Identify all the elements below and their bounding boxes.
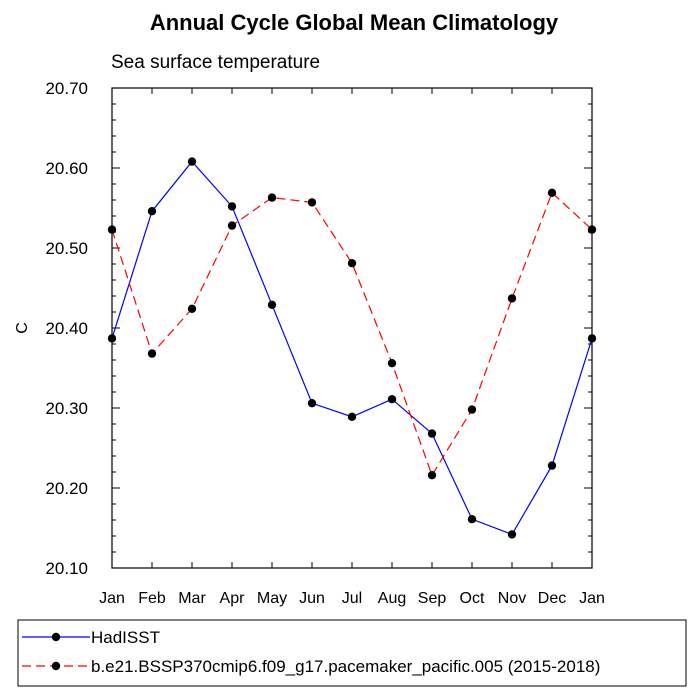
- data-point: [267, 300, 277, 309]
- legend-box: [17, 619, 687, 687]
- data-point: [187, 157, 197, 166]
- x-tick-label: Feb: [138, 590, 166, 607]
- y-tick-label: 20.20: [45, 479, 88, 498]
- data-point: [507, 530, 517, 539]
- x-tick-label: Sep: [418, 590, 447, 607]
- y-tick-label: 20.60: [45, 159, 88, 178]
- data-point: [547, 461, 557, 470]
- x-tick-label: May: [257, 590, 287, 607]
- x-tick-label: Jan: [579, 590, 605, 607]
- x-tick-label: Jul: [342, 590, 362, 607]
- data-point: [107, 334, 117, 343]
- x-tick-label: Oct: [460, 590, 485, 607]
- data-point: [307, 399, 317, 408]
- plot-border: [111, 87, 593, 569]
- data-point: [227, 221, 237, 230]
- y-tick-label: 20.70: [45, 79, 88, 98]
- x-tick-label: Dec: [538, 590, 566, 607]
- x-tick-label: Aug: [378, 590, 406, 607]
- data-point: [147, 349, 157, 358]
- data-point: [547, 188, 557, 197]
- data-point: [587, 225, 597, 234]
- x-tick-labels: Jan Feb Mar Apr May Jun Jul Aug Sep Oct Nov Dec Jan: [99, 590, 605, 607]
- data-point: [307, 198, 317, 207]
- x-tick-label: Mar: [178, 590, 206, 607]
- y-tick-label: 20.40: [45, 319, 88, 338]
- x-tick-label: Jun: [299, 590, 325, 607]
- data-point: [187, 304, 197, 313]
- series-2: [107, 188, 597, 480]
- legend-entry: b.e21.BSSP370cmip6.f09_g17.pacemaker_pac…: [22, 657, 600, 676]
- plot-frame: [111, 87, 593, 569]
- data-point: [467, 405, 477, 414]
- data-point: [347, 412, 357, 421]
- data-point: [427, 429, 437, 438]
- legend: HadISST b.e21.BSSP370cmip6.f09_g17.pacema…: [17, 619, 687, 687]
- x-tick-label: Jan: [99, 590, 125, 607]
- y-tick-label: 20.50: [45, 239, 88, 258]
- legend-marker: [51, 661, 61, 671]
- data-point: [427, 471, 437, 480]
- y-tick-label: 20.30: [45, 399, 88, 418]
- x-tick-label: Nov: [498, 590, 526, 607]
- legend-label: HadISST: [91, 628, 160, 647]
- legend-label: b.e21.BSSP370cmip6.f09_g17.pacemaker_pac…: [91, 657, 600, 676]
- data-point: [387, 359, 397, 368]
- data-point: [507, 294, 517, 303]
- data-point: [347, 259, 357, 268]
- legend-entries: HadISST b.e21.BSSP370cmip6.f09_g17.pacema…: [22, 628, 600, 676]
- chart-subtitle: Sea surface temperature: [111, 52, 320, 73]
- axis-ticks: [111, 87, 593, 569]
- data-point: [587, 334, 597, 343]
- series-line: [111, 191, 593, 477]
- legend-entry: HadISST: [22, 628, 160, 647]
- y-tick-labels: 20.10 20.20 20.30 20.40 20.50 20.60 20.70: [45, 79, 88, 578]
- data-point: [107, 225, 117, 234]
- data-point: [227, 202, 237, 211]
- chart-title: Annual Cycle Global Mean Climatology: [150, 10, 559, 35]
- series-line: [111, 160, 593, 536]
- data-point: [267, 193, 277, 202]
- y-axis-label: C: [14, 322, 31, 334]
- data-point: [147, 207, 157, 216]
- legend-marker: [51, 632, 61, 642]
- y-tick-label: 20.10: [45, 559, 88, 578]
- series-layer: [107, 157, 597, 539]
- data-point: [387, 395, 397, 404]
- series-1: [107, 157, 597, 539]
- data-point: [467, 515, 477, 524]
- x-tick-label: Apr: [220, 590, 246, 607]
